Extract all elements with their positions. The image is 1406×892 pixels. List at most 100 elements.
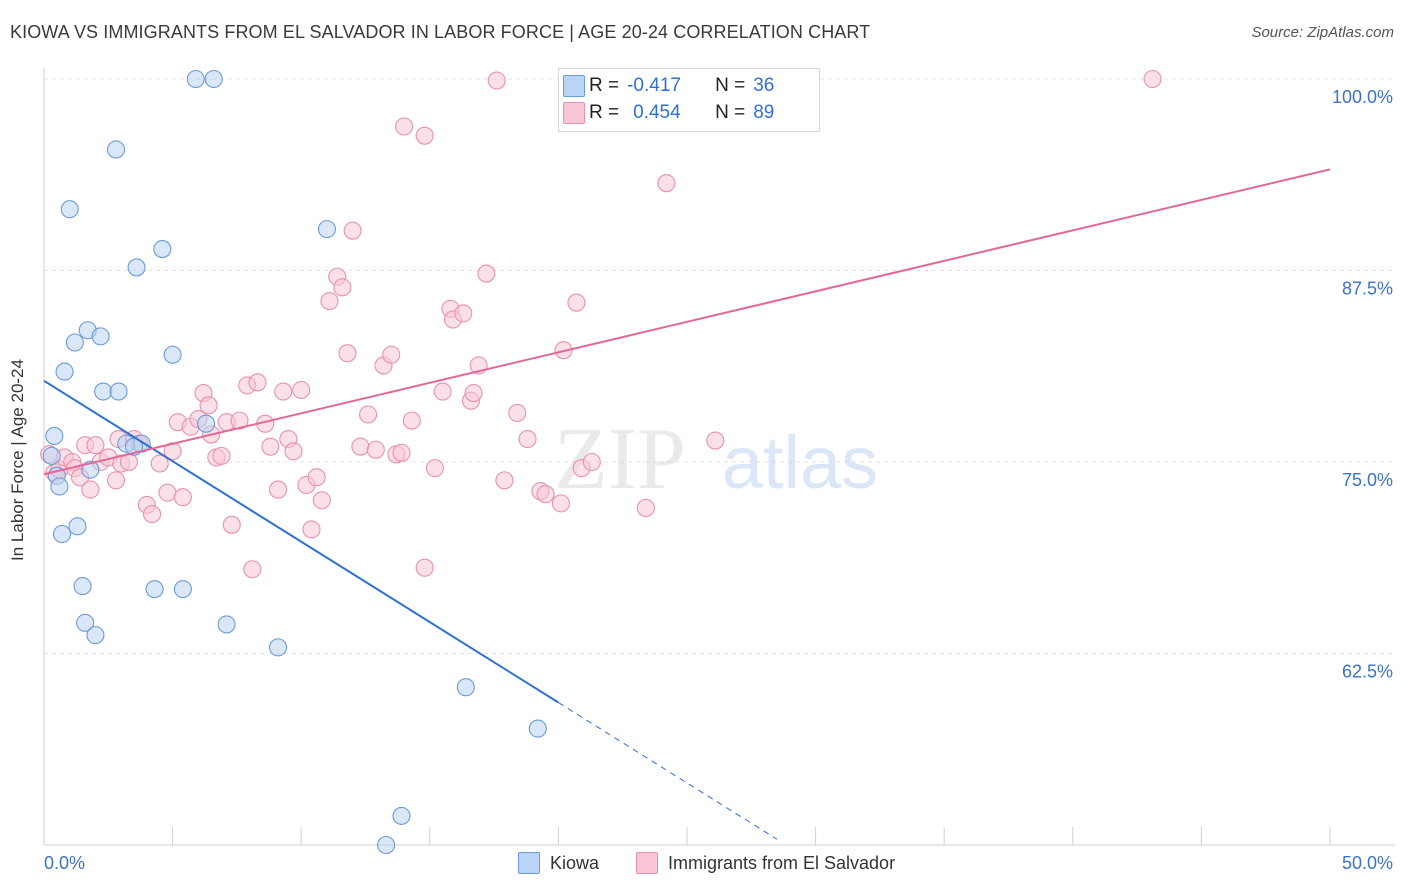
legend-swatch-salvador bbox=[563, 102, 585, 124]
data-point bbox=[495, 471, 514, 490]
data-point bbox=[73, 577, 92, 596]
data-point bbox=[351, 437, 370, 456]
bottom-legend-salvador: Immigrants from El Salvador bbox=[636, 852, 895, 874]
data-point bbox=[248, 373, 267, 392]
bottom-legend-swatch-salvador bbox=[636, 852, 658, 874]
data-point bbox=[415, 558, 434, 577]
bottom-legend-label-kiowa: Kiowa bbox=[550, 852, 600, 873]
tick-labels: 62.5% 75.0% 87.5% 100.0% 0.0% 50.0% bbox=[44, 87, 1393, 873]
data-point bbox=[65, 333, 84, 352]
data-point bbox=[42, 446, 61, 465]
data-point bbox=[52, 524, 72, 544]
data-point bbox=[222, 515, 241, 534]
watermark-zip: ZIP bbox=[554, 411, 686, 508]
data-point bbox=[536, 485, 555, 504]
data-point bbox=[199, 396, 218, 415]
data-point bbox=[395, 117, 414, 136]
data-point bbox=[433, 382, 452, 401]
data-point bbox=[55, 362, 74, 381]
bottom-legend-swatch-kiowa bbox=[518, 852, 540, 874]
legend-r-label: R = bbox=[589, 75, 620, 96]
data-point bbox=[477, 264, 496, 283]
data-point bbox=[333, 278, 352, 297]
data-point bbox=[292, 380, 311, 400]
trend-line-kiowa bbox=[43, 379, 559, 704]
data-point bbox=[392, 443, 411, 462]
data-point bbox=[415, 126, 434, 145]
data-point bbox=[706, 431, 725, 450]
data-point bbox=[464, 384, 483, 403]
data-point bbox=[636, 498, 655, 518]
data-point bbox=[317, 220, 336, 239]
data-point bbox=[230, 411, 249, 430]
legend-r-value: -0.417 bbox=[627, 75, 681, 96]
data-point bbox=[487, 71, 506, 90]
data-point bbox=[45, 426, 64, 446]
watermark: ZIP atlas bbox=[554, 411, 878, 508]
data-point bbox=[518, 429, 537, 449]
data-point bbox=[150, 454, 169, 473]
data-point bbox=[86, 626, 105, 645]
legend-n-label: N = bbox=[715, 75, 746, 96]
data-point bbox=[338, 344, 357, 363]
data-point bbox=[76, 613, 95, 632]
data-point bbox=[81, 460, 100, 479]
data-point bbox=[269, 638, 288, 657]
data-point bbox=[359, 405, 378, 424]
data-point bbox=[454, 304, 473, 323]
data-point bbox=[567, 293, 586, 312]
data-point bbox=[142, 505, 162, 524]
data-point bbox=[528, 719, 547, 738]
data-point bbox=[307, 468, 326, 487]
legend-row-salvador: R = 0.454 N = 89 bbox=[563, 100, 775, 126]
legend-r-value: 0.454 bbox=[633, 102, 681, 123]
data-point bbox=[204, 69, 223, 89]
trend-lines bbox=[43, 168, 1331, 840]
data-point bbox=[243, 560, 262, 579]
trend-line-salvador bbox=[43, 168, 1331, 476]
data-point bbox=[91, 327, 110, 346]
series-salvador bbox=[40, 69, 1162, 579]
data-point bbox=[217, 615, 236, 634]
legend-n-value: 89 bbox=[753, 102, 775, 123]
y-tick-label: 75.0% bbox=[1342, 470, 1393, 490]
bottom-legend-label-salvador: Immigrants from El Salvador bbox=[668, 852, 896, 873]
y-tick-label: 62.5% bbox=[1342, 662, 1393, 682]
data-point bbox=[377, 835, 396, 855]
data-point bbox=[106, 140, 126, 159]
watermark-atlas: atlas bbox=[722, 421, 878, 504]
data-point bbox=[382, 345, 401, 364]
data-point bbox=[68, 517, 87, 536]
data-point bbox=[657, 174, 676, 193]
data-point bbox=[60, 200, 79, 219]
data-point bbox=[50, 477, 69, 496]
trend-line-kiowa-extension bbox=[558, 702, 778, 840]
data-point bbox=[274, 382, 293, 401]
data-point bbox=[127, 258, 146, 277]
data-point bbox=[269, 480, 288, 499]
data-point bbox=[366, 440, 385, 459]
data-point bbox=[302, 520, 321, 539]
chart-title: KIOWA VS IMMIGRANTS FROM EL SALVADOR IN … bbox=[10, 22, 871, 42]
data-point bbox=[1143, 69, 1162, 89]
data-point bbox=[320, 292, 339, 311]
data-point bbox=[508, 403, 527, 423]
data-point bbox=[109, 382, 128, 401]
y-tick-label: 100.0% bbox=[1332, 87, 1393, 107]
legend-r-label: R = bbox=[589, 102, 620, 123]
data-point bbox=[196, 414, 216, 433]
data-point bbox=[402, 411, 421, 430]
data-point bbox=[261, 437, 280, 456]
source-credit: Source: ZipAtlas.com bbox=[1251, 24, 1394, 41]
data-point bbox=[173, 580, 192, 599]
legend-swatch-kiowa bbox=[563, 75, 585, 97]
data-point bbox=[163, 345, 182, 364]
data-point bbox=[106, 471, 126, 490]
data-point bbox=[158, 483, 177, 502]
data-point bbox=[343, 221, 362, 240]
data-point bbox=[582, 452, 601, 472]
legend-n-value: 36 bbox=[753, 75, 775, 96]
data-point bbox=[392, 806, 411, 825]
data-point bbox=[456, 678, 475, 697]
